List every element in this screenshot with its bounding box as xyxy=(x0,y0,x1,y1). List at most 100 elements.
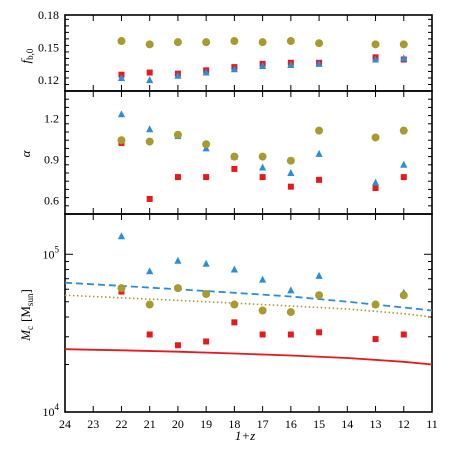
bottom-panel: 104 105 24 23 22 21 20 19 18 17 16 15 14 13 12 11 xyxy=(43,213,438,431)
circle-data-point xyxy=(230,37,239,46)
circle-data-point xyxy=(399,291,408,300)
square-data-point xyxy=(372,185,379,192)
x-tick-label: 18 xyxy=(228,417,240,431)
top-panel-ylabel: fb,0 xyxy=(18,48,35,63)
circle-data-point xyxy=(173,130,182,139)
square-data-point xyxy=(316,176,323,183)
circle-data-point xyxy=(315,39,324,48)
circle-data-point xyxy=(117,37,126,46)
x-tick-label: 17 xyxy=(257,417,269,431)
circle-data-point xyxy=(315,291,324,300)
triangle-data-point xyxy=(202,259,210,267)
x-tick-label: 23 xyxy=(87,417,99,431)
triangle-data-point xyxy=(315,149,323,157)
solid-model-curve xyxy=(64,348,433,366)
triangle-data-point xyxy=(117,73,126,81)
circle-data-point xyxy=(371,133,380,142)
bottom-ylabel-bracket-open: [M xyxy=(18,306,33,322)
circle-data-point xyxy=(286,37,295,46)
square-data-point xyxy=(231,319,238,326)
circle-data-point xyxy=(399,40,408,49)
x-tick-label: 24 xyxy=(59,417,71,431)
square-data-point xyxy=(372,336,379,343)
bottom-panel-ylabel: Mc [Msun] xyxy=(18,289,35,342)
circle-data-point xyxy=(202,140,211,149)
bottom-panel-frame xyxy=(64,213,433,413)
circle-data-point xyxy=(202,38,211,47)
bottom-ylabel-main: M xyxy=(18,329,33,342)
circle-data-point xyxy=(399,126,408,135)
circle-data-point xyxy=(145,300,154,309)
triangle-data-point xyxy=(174,71,182,79)
y-tick-label: 0.9 xyxy=(44,152,59,166)
y-tick-label: 0.6 xyxy=(44,193,59,207)
x-tick-label: 15 xyxy=(313,417,325,431)
triangle-data-point xyxy=(259,163,267,171)
circle-data-point xyxy=(145,40,154,49)
square-data-point xyxy=(400,174,407,181)
triangle-data-point xyxy=(146,76,154,84)
triangle-data-point xyxy=(400,160,408,168)
square-data-point xyxy=(259,331,266,338)
square-data-point xyxy=(146,331,153,338)
triangle-data-point xyxy=(400,54,408,62)
triangle-data-point xyxy=(315,271,323,279)
circle-data-point xyxy=(258,152,267,161)
y-axis-labels: fb,0 α Mc [Msun] xyxy=(18,48,35,342)
circle-data-point xyxy=(230,152,239,161)
middle-panel: 0.6 0.9 1.2 xyxy=(44,90,433,215)
dashed-model-curve xyxy=(64,281,433,312)
triangle-data-point xyxy=(287,169,295,176)
circle-data-point xyxy=(258,306,267,315)
bottom-ylabel-bracket-close: ] xyxy=(18,289,33,293)
square-data-point xyxy=(316,329,323,336)
x-tick-label: 19 xyxy=(200,417,212,431)
x-tick-label: 22 xyxy=(115,417,127,431)
y-tick-label: 0.18 xyxy=(38,8,59,22)
square-data-point xyxy=(146,69,153,76)
triangle-data-point xyxy=(287,60,295,68)
square-data-point xyxy=(146,195,153,202)
triangle-data-point xyxy=(371,178,380,186)
circle-data-point xyxy=(117,136,126,145)
circle-data-point xyxy=(202,289,211,298)
y-tick-label: 105 xyxy=(43,244,60,261)
bottom-ylabel-sub: c xyxy=(25,326,35,330)
circle-data-point xyxy=(315,126,324,135)
x-tick-label: 14 xyxy=(341,417,353,431)
x-tick-label: 20 xyxy=(172,417,184,431)
top-ylabel-sub: b,0 xyxy=(25,48,35,60)
triangle-data-point xyxy=(230,65,238,73)
x-tick-label: 11 xyxy=(426,417,438,431)
triangle-data-point xyxy=(202,68,210,76)
square-data-point xyxy=(203,174,210,181)
y-tick-label: 0.12 xyxy=(38,73,59,87)
triangle-data-point xyxy=(315,59,323,67)
circle-data-point xyxy=(173,284,182,293)
circle-data-point xyxy=(117,284,126,293)
square-data-point xyxy=(174,174,181,181)
triangle-data-point xyxy=(230,265,238,273)
y-tick-label: 0.15 xyxy=(38,41,59,55)
x-tick-label: 21 xyxy=(144,417,156,431)
square-data-point xyxy=(231,165,238,172)
x-tick-label: 16 xyxy=(285,417,297,431)
triangle-data-point xyxy=(117,232,126,240)
triangle-data-point xyxy=(371,55,380,63)
square-data-point xyxy=(287,331,294,338)
triangle-data-point xyxy=(117,110,126,118)
circle-data-point xyxy=(286,308,295,317)
triangle-data-point xyxy=(174,256,182,264)
triangle-data-point xyxy=(287,286,295,294)
top-ylabel-main: f xyxy=(18,57,33,63)
y-tick-label: 1.2 xyxy=(44,111,59,125)
top-panel: 0.12 0.15 0.18 xyxy=(38,8,433,92)
circle-data-point xyxy=(371,300,380,309)
triangle-data-point xyxy=(146,125,154,133)
circle-data-point xyxy=(286,156,295,165)
middle-panel-ylabel: α xyxy=(18,149,33,157)
circle-data-point xyxy=(230,300,239,309)
